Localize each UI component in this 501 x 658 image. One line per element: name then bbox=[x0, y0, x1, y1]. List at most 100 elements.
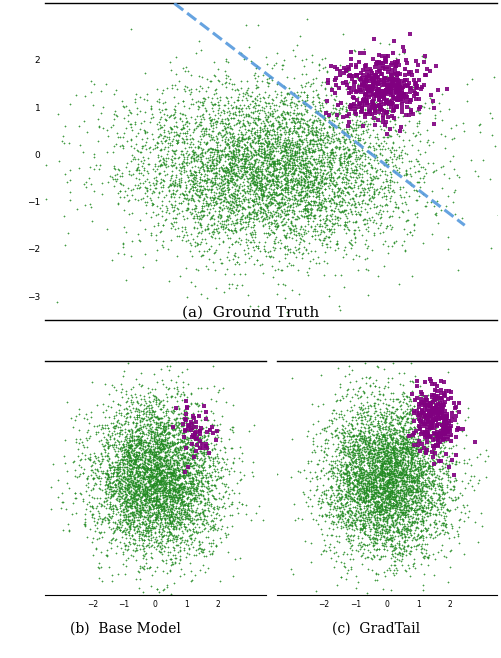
Point bbox=[402, 446, 410, 457]
Point bbox=[146, 482, 154, 492]
Point bbox=[433, 448, 441, 459]
Point bbox=[421, 168, 429, 179]
Point bbox=[177, 505, 185, 515]
Point bbox=[328, 147, 336, 157]
Point bbox=[159, 158, 167, 168]
Point bbox=[252, 154, 260, 164]
Point bbox=[169, 501, 177, 512]
Point bbox=[349, 468, 357, 479]
Point bbox=[136, 453, 144, 464]
Point bbox=[214, 504, 222, 515]
Point bbox=[178, 464, 186, 474]
Point bbox=[338, 112, 346, 122]
Point bbox=[176, 483, 184, 494]
Point bbox=[231, 160, 239, 170]
Point bbox=[384, 424, 392, 434]
Point bbox=[135, 234, 143, 245]
Point bbox=[319, 140, 327, 151]
Point bbox=[411, 471, 419, 482]
Point bbox=[288, 193, 296, 204]
Point bbox=[363, 470, 371, 480]
Point bbox=[330, 95, 338, 105]
Point bbox=[351, 93, 359, 104]
Point bbox=[86, 455, 94, 465]
Point bbox=[167, 468, 175, 478]
Point bbox=[111, 479, 119, 490]
Point bbox=[415, 465, 423, 475]
Point bbox=[382, 62, 390, 72]
Point bbox=[399, 439, 407, 449]
Point bbox=[153, 443, 161, 453]
Point bbox=[166, 178, 174, 189]
Point bbox=[99, 428, 107, 438]
Point bbox=[384, 94, 392, 105]
Point bbox=[157, 176, 165, 187]
Point bbox=[139, 514, 147, 524]
Point bbox=[112, 109, 120, 120]
Point bbox=[188, 442, 196, 453]
Point bbox=[306, 135, 314, 145]
Point bbox=[370, 215, 378, 225]
Point bbox=[233, 141, 241, 151]
Point bbox=[152, 486, 160, 497]
Point bbox=[357, 549, 365, 560]
Point bbox=[138, 501, 146, 512]
Point bbox=[340, 205, 348, 215]
Point bbox=[317, 220, 325, 231]
Point bbox=[358, 487, 366, 497]
Point bbox=[388, 79, 396, 89]
Point bbox=[428, 415, 436, 425]
Point bbox=[329, 180, 337, 190]
Point bbox=[114, 478, 122, 488]
Point bbox=[158, 548, 166, 559]
Point bbox=[171, 146, 179, 157]
Point bbox=[386, 477, 394, 488]
Point bbox=[119, 490, 127, 501]
Point bbox=[240, 155, 248, 166]
Point bbox=[424, 483, 432, 494]
Point bbox=[172, 474, 180, 485]
Point bbox=[337, 428, 345, 438]
Point bbox=[145, 494, 153, 504]
Point bbox=[139, 262, 147, 272]
Point bbox=[420, 430, 428, 441]
Point bbox=[139, 477, 147, 488]
Point bbox=[249, 123, 257, 134]
Point bbox=[182, 159, 190, 170]
Point bbox=[352, 455, 360, 466]
Point bbox=[417, 449, 425, 460]
Point bbox=[407, 515, 415, 526]
Point bbox=[140, 457, 148, 467]
Point bbox=[478, 155, 486, 165]
Point bbox=[186, 487, 194, 497]
Point bbox=[127, 466, 135, 476]
Point bbox=[377, 451, 385, 461]
Point bbox=[369, 458, 377, 468]
Point bbox=[291, 109, 299, 120]
Point bbox=[170, 181, 178, 191]
Point bbox=[392, 411, 400, 421]
Point bbox=[141, 139, 149, 150]
Point bbox=[361, 109, 369, 120]
Point bbox=[168, 469, 176, 480]
Point bbox=[203, 174, 211, 184]
Point bbox=[399, 545, 407, 556]
Point bbox=[327, 428, 335, 439]
Point bbox=[395, 151, 403, 161]
Point bbox=[92, 518, 100, 528]
Point bbox=[135, 500, 143, 511]
Point bbox=[299, 168, 307, 178]
Point bbox=[248, 165, 257, 176]
Point bbox=[151, 449, 159, 460]
Point bbox=[273, 197, 281, 208]
Point bbox=[418, 502, 426, 513]
Point bbox=[371, 503, 379, 514]
Point bbox=[139, 436, 147, 447]
Point bbox=[412, 66, 420, 76]
Point bbox=[387, 533, 395, 544]
Point bbox=[257, 152, 265, 163]
Point bbox=[395, 484, 403, 495]
Point bbox=[112, 486, 120, 496]
Point bbox=[211, 197, 219, 207]
Point bbox=[292, 179, 300, 190]
